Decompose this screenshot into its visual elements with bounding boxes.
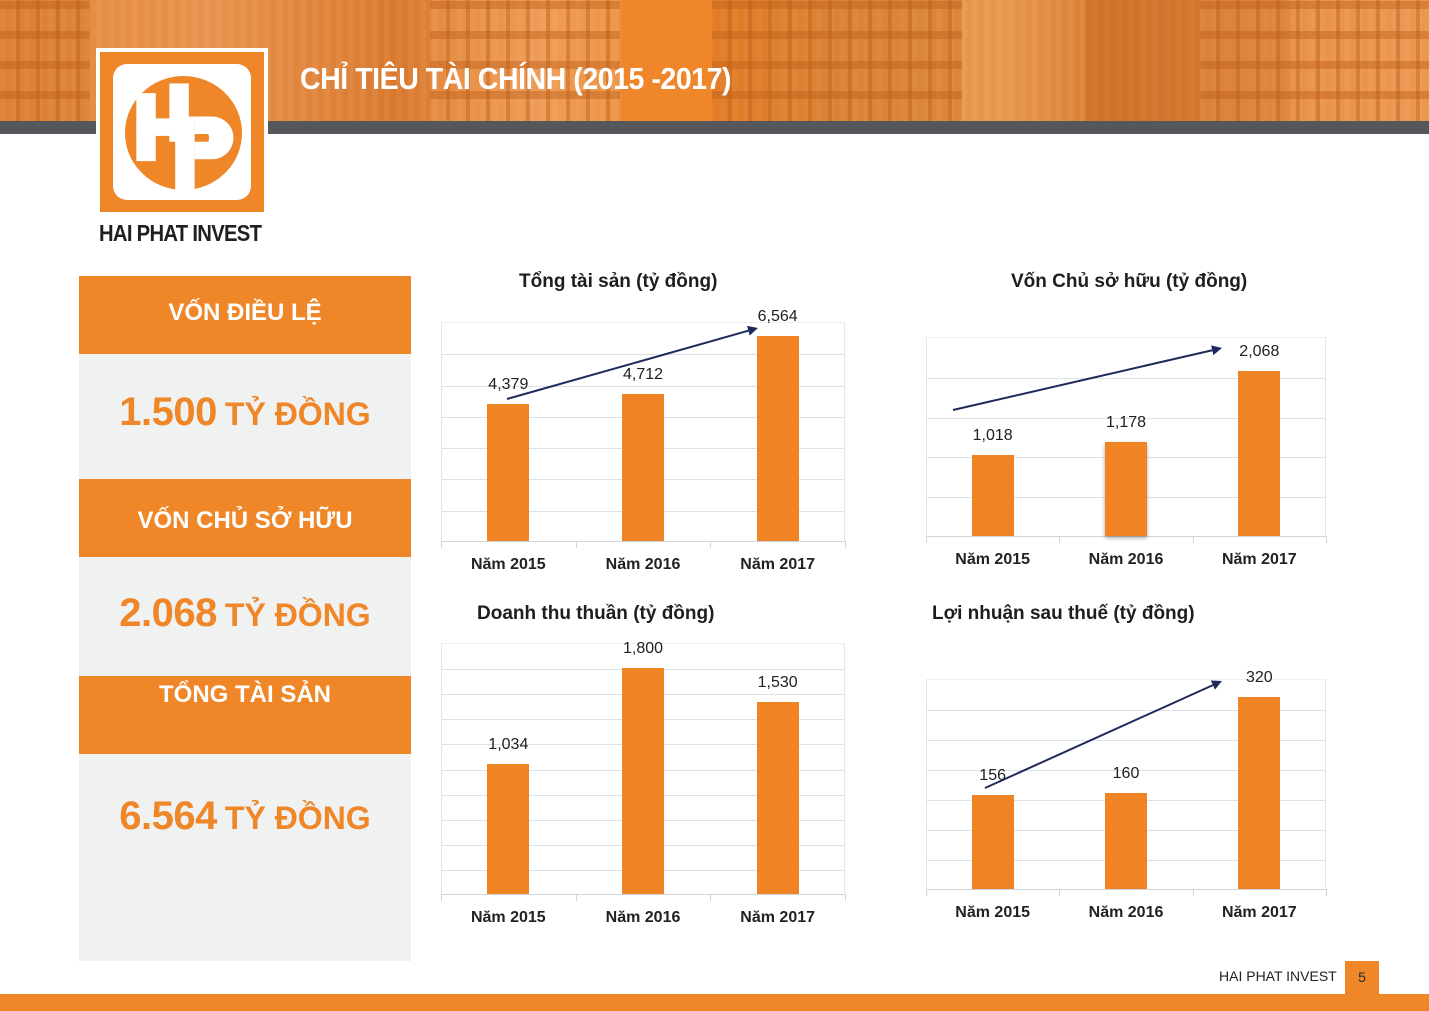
header-building-graphic — [1085, 0, 1290, 121]
category-label: Năm 2017 — [740, 556, 816, 573]
x-axis-tick — [575, 894, 577, 901]
kpi-value-charter-capital: 1.500 TỶ ĐỒNG — [79, 390, 411, 435]
data-label: 1,034 — [488, 736, 529, 754]
page-title: CHỈ TIÊU TÀI CHÍNH (2015 -2017) — [300, 61, 732, 96]
x-axis-line — [926, 536, 1326, 537]
bar — [1238, 371, 1281, 536]
x-axis-tick — [1192, 889, 1194, 896]
header-building-graphic — [712, 0, 962, 121]
kpi-value-total-assets: 6.564 TỶ ĐỒNG — [79, 794, 411, 839]
kpi-unit: TỶ ĐỒNG — [224, 800, 371, 836]
data-label: 1,018 — [972, 426, 1013, 444]
category-label: Năm 2015 — [955, 551, 1031, 568]
kpi-value-owner-equity: 2.068 TỶ ĐỒNG — [79, 591, 411, 636]
category-label: Năm 2016 — [605, 909, 681, 926]
bar — [1105, 793, 1147, 889]
kpi-label-owner-equity: VỐN CHỦ SỞ HỮU — [79, 479, 411, 557]
x-axis-tick — [1059, 889, 1061, 896]
data-label: 6,564 — [757, 307, 798, 325]
bar — [622, 393, 664, 541]
logo-caption: HAI PHAT INVEST — [99, 220, 262, 246]
bar — [1238, 697, 1281, 889]
bar — [1105, 442, 1147, 536]
x-axis-line — [441, 894, 845, 895]
x-axis-tick — [1326, 889, 1327, 896]
x-axis-line — [441, 541, 845, 542]
category-label: Năm 2015 — [955, 904, 1031, 921]
kpi-unit: TỶ ĐỒNG — [224, 597, 371, 633]
chart-title: Lợi nhuận sau thuế (tỷ đồng) — [932, 603, 1195, 624]
data-label: 1,530 — [757, 673, 798, 691]
category-label: Năm 2017 — [1221, 551, 1297, 568]
x-axis-tick — [575, 541, 577, 548]
x-axis-tick — [1192, 536, 1194, 543]
bar — [971, 454, 1014, 536]
data-label: 156 — [979, 767, 1006, 785]
category-label: Năm 2017 — [740, 909, 816, 926]
data-label: 160 — [1112, 765, 1140, 782]
bar — [756, 701, 799, 894]
x-axis-tick — [1059, 536, 1061, 543]
hp-monogram-icon — [136, 83, 234, 191]
chart-title: Doanh thu thuần (tỷ đồng) — [477, 603, 715, 624]
bar — [487, 764, 530, 894]
data-label: 1,178 — [1105, 414, 1147, 432]
category-label: Năm 2016 — [1088, 904, 1164, 921]
category-label: Năm 2016 — [605, 556, 681, 573]
data-label: 320 — [1245, 669, 1273, 686]
kpi-number: 2.068 — [119, 591, 217, 635]
header-building-graphic — [0, 0, 90, 121]
x-axis-tick — [845, 541, 846, 548]
x-axis-tick — [441, 541, 442, 548]
kpi-panel: VỐN ĐIỀU LỆ 1.500 TỶ ĐỒNG VỐN CHỦ SỞ HỮU … — [79, 276, 411, 961]
data-label: 4,379 — [488, 375, 529, 393]
x-axis-line — [926, 889, 1326, 890]
x-axis-tick — [1326, 536, 1327, 543]
data-label: 4,712 — [622, 365, 664, 383]
footer-brand: HAI PHAT INVEST — [1219, 968, 1337, 984]
data-label: 1,800 — [622, 640, 664, 658]
page-number: 5 — [1345, 961, 1379, 996]
gridline — [927, 417, 1325, 419]
kpi-number: 6.564 — [119, 794, 217, 838]
x-axis-tick — [710, 894, 712, 901]
company-logo — [96, 48, 268, 216]
bar — [756, 335, 799, 541]
x-axis-tick — [926, 889, 927, 896]
chart-title: Tổng tài sản (tỷ đồng) — [519, 271, 718, 292]
bar — [971, 795, 1014, 889]
bar — [487, 403, 530, 541]
x-axis-tick — [710, 541, 712, 548]
footer-bar — [0, 994, 1429, 1011]
x-axis-tick — [926, 536, 927, 543]
chart-title: Vốn Chủ sở hữu (tỷ đồng) — [1011, 271, 1248, 292]
category-label: Năm 2015 — [470, 909, 546, 926]
kpi-unit: TỶ ĐỒNG — [224, 396, 371, 432]
kpi-number: 1.500 — [119, 390, 217, 434]
x-axis-tick — [441, 894, 442, 901]
header-banner — [0, 0, 1429, 121]
header-divider — [0, 121, 1429, 134]
bar — [622, 668, 664, 894]
kpi-label-charter-capital: VỐN ĐIỀU LỆ — [79, 276, 411, 354]
x-axis-tick — [845, 894, 846, 901]
kpi-label-total-assets: TỔNG TÀI SẢN — [79, 676, 411, 754]
header-building-graphic — [430, 0, 620, 121]
category-label: Năm 2017 — [1221, 904, 1297, 921]
header-building-graphic — [622, 0, 712, 121]
data-label: 2,068 — [1239, 343, 1280, 361]
category-label: Năm 2016 — [1088, 551, 1164, 568]
category-label: Năm 2015 — [470, 556, 546, 573]
header-building-graphic — [1200, 0, 1429, 121]
